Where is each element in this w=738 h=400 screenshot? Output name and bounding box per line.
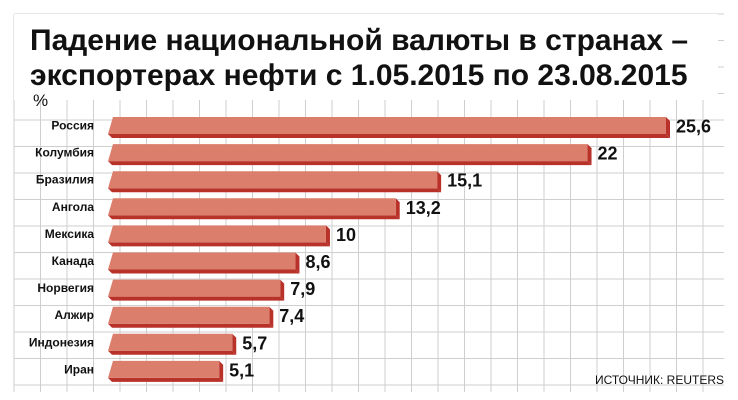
value-label: 25,6	[676, 117, 711, 137]
category-label: Мексика	[45, 227, 95, 241]
bar-shade	[108, 242, 330, 247]
chart-title-line-2: экспортерах нефти с 1.05.2015 по 23.08.2…	[30, 59, 688, 92]
bar-group: Канада 8,6	[52, 252, 330, 274]
category-label: Иран	[64, 362, 94, 376]
category-label: Норвегия	[37, 281, 94, 295]
bar	[108, 225, 326, 243]
category-label: Ангола	[52, 200, 94, 214]
bar-end-shade	[587, 144, 592, 166]
bar-end-shade	[219, 360, 224, 382]
bar-group: Мексика 10	[45, 225, 356, 247]
bar-group: Ангола 13,2	[52, 198, 441, 220]
bars: Россия 25,6 Колумбия 22 Бразилия 15,1 Ангола 13…	[29, 117, 711, 382]
bar-end-shade	[232, 333, 237, 355]
bar-group: Алжир 7,4	[54, 306, 304, 328]
bar	[108, 252, 296, 270]
title-background	[14, 14, 718, 100]
bar	[108, 360, 220, 378]
bar-shade	[108, 161, 592, 166]
bar-shade	[108, 350, 237, 355]
bar-shade	[108, 215, 400, 220]
bar-shade	[108, 188, 442, 193]
category-label: Колумбия	[35, 146, 94, 160]
bar-shade	[108, 134, 670, 138]
value-label: 10	[336, 225, 356, 245]
bar-group: Иран 5,1	[64, 360, 254, 382]
bar-end-shade	[269, 306, 274, 328]
bar-end-shade	[395, 198, 400, 220]
bar	[108, 198, 396, 216]
bar	[108, 279, 281, 297]
bar-end-shade	[666, 117, 670, 138]
unit-label: %	[33, 91, 48, 110]
bar-shade	[108, 269, 300, 274]
bar	[108, 144, 588, 162]
bar	[108, 117, 666, 134]
value-label: 7,4	[279, 306, 304, 326]
bar-group: Россия 25,6	[51, 117, 711, 138]
bar-shade	[108, 323, 274, 328]
bar	[108, 333, 233, 351]
value-label: 15,1	[447, 171, 482, 191]
bar-group: Бразилия 15,1	[36, 171, 482, 193]
bar-shade	[108, 296, 285, 301]
category-label: Канада	[52, 254, 95, 268]
value-label: 8,6	[305, 252, 330, 272]
bar-shade	[108, 377, 224, 382]
chart-title-line-1: Падение национальной валюты в странах –	[30, 24, 688, 57]
bar	[108, 171, 438, 189]
bar-end-shade	[325, 225, 330, 247]
bar-group: Норвегия 7,9	[37, 279, 315, 301]
category-label: Россия	[51, 119, 94, 133]
bar-group: Колумбия 22	[35, 144, 618, 166]
bar-group: Индонезия 5,7	[29, 333, 267, 355]
value-label: 5,1	[229, 360, 254, 380]
value-label: 7,9	[290, 279, 315, 299]
bar-end-shade	[437, 171, 442, 193]
bar	[108, 306, 270, 324]
bar-end-shade	[295, 252, 300, 274]
source-label: ИСТОЧНИК: REUTERS	[595, 373, 724, 387]
value-label: 5,7	[242, 333, 267, 353]
category-label: Индонезия	[29, 335, 94, 349]
value-label: 13,2	[406, 198, 441, 218]
category-label: Бразилия	[36, 173, 94, 187]
category-label: Алжир	[54, 308, 94, 322]
value-label: 22	[598, 144, 618, 164]
bar-end-shade	[280, 279, 285, 301]
